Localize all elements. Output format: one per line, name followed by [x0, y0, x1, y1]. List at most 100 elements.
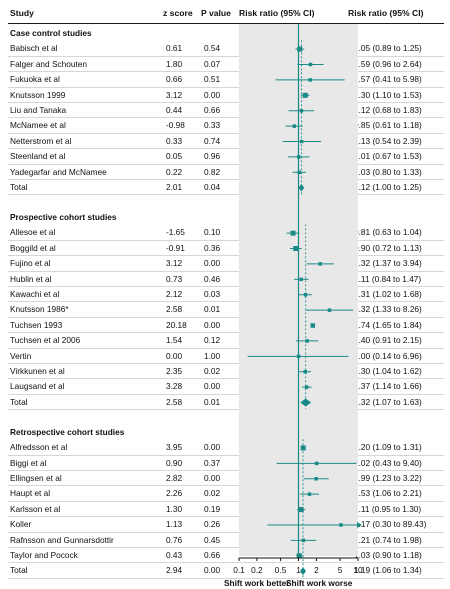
p-value: 0.66 [204, 550, 221, 561]
x-tick-label: 1 [296, 565, 301, 575]
risk-ratio-ci: 1.74 (1.65 to 1.84) [354, 319, 422, 330]
study-name: Tuchsen 1993 [10, 319, 63, 330]
axis-label-right: Shift work worse [286, 578, 353, 588]
p-value: 0.00 [204, 319, 221, 330]
total-label: Total [10, 182, 28, 192]
row-separator [8, 332, 444, 334]
study-name: Rafnsson and Gunnarsdottir [10, 534, 114, 545]
point-estimate [290, 230, 296, 236]
point-estimate [307, 492, 312, 496]
p-value: 0.12 [204, 335, 221, 346]
row-separator [8, 102, 444, 103]
row-separator [8, 409, 444, 411]
z-score: 1.13 [166, 519, 183, 530]
point-estimate [310, 323, 316, 328]
point-estimate [303, 369, 308, 374]
point-estimate [308, 62, 313, 67]
study-name: Liu and Tanaka [10, 105, 67, 115]
z-score: 0.00 [166, 350, 183, 361]
x-tick-label: 0.5 [274, 565, 287, 575]
study-name: Koller [10, 519, 32, 530]
p-value: 0.10 [204, 227, 221, 238]
risk-ratio-ci: 0.85 (0.61 to 1.18) [354, 120, 422, 131]
z-score: 3.12 [166, 258, 183, 269]
risk-ratio-ci: 1.30 (1.10 to 1.53) [354, 89, 422, 100]
section-title: Prospective cohort studies [10, 212, 117, 223]
p-value: 0.33 [204, 120, 221, 131]
risk-ratio-ci: 1.12 (0.68 to 1.83) [354, 105, 422, 115]
risk-ratio-ci: 1.99 (1.23 to 3.22) [354, 473, 422, 484]
study-name: Vertin [10, 350, 32, 361]
x-tick-label: 0.2 [251, 565, 263, 575]
risk-ratio-ci: 1.01 (0.67 to 1.53) [354, 151, 422, 162]
study-name: Taylor and Pocock [10, 550, 78, 561]
p-value: 0.00 [204, 258, 221, 269]
p-value: 0.96 [204, 151, 221, 162]
row-separator [8, 194, 444, 196]
risk-ratio-ci: 1.57 (0.41 to 5.98) [354, 74, 422, 85]
point-estimate [305, 339, 309, 343]
risk-ratio-ci: 1.21 (0.74 to 1.98) [354, 534, 422, 545]
p-value: 0.37 [204, 457, 221, 468]
z-score: 0.22 [166, 166, 183, 177]
header-risk-ratio-plot: Risk ratio (95% CI) [239, 8, 315, 18]
row-separator [8, 55, 444, 57]
row-separator [8, 347, 444, 349]
row-separator [8, 547, 444, 549]
row-separator [8, 132, 444, 134]
point-estimate [299, 108, 304, 113]
risk-ratio-ci: 1.40 (0.91 to 2.15) [354, 335, 422, 346]
study-name: Steenland et al [10, 151, 66, 162]
z-score: 0.43 [166, 550, 183, 561]
p-value: 0.00 [204, 473, 221, 484]
row-separator [8, 86, 444, 88]
z-score: 3.12 [166, 89, 183, 100]
study-name: Laugsand et al [10, 381, 65, 392]
row-separator [8, 71, 444, 73]
point-estimate [308, 78, 312, 82]
study-name: Knutsson 1999 [10, 89, 66, 100]
point-estimate [304, 385, 309, 389]
p-value: 0.00 [204, 565, 221, 576]
z-score: 2.26 [166, 488, 183, 499]
z-score: 0.90 [166, 457, 183, 468]
row-separator [8, 363, 444, 365]
risk-ratio-ci: 1.59 (0.96 to 2.64) [354, 58, 422, 69]
row-separator [8, 163, 444, 165]
risk-ratio-ci: 1.31 (1.02 to 1.68) [354, 289, 422, 300]
risk-ratio-ci: 1.12 (1.00 to 1.25) [354, 182, 422, 192]
z-score: 0.73 [166, 273, 183, 284]
p-value: 0.02 [204, 366, 221, 377]
header-risk-ratio-text: Risk ratio (95% CI) [348, 8, 424, 18]
row-separator [8, 301, 444, 303]
study-name: Biggi et al [10, 457, 47, 468]
header-p-value: P value [201, 8, 231, 18]
z-score: 3.28 [166, 381, 183, 392]
risk-ratio-ci: 2.02 (0.43 to 9.40) [354, 457, 422, 468]
z-score: 0.05 [166, 151, 183, 162]
risk-ratio-ci: 1.00 (0.14 to 6.96) [354, 350, 422, 361]
point-estimate [318, 262, 322, 266]
point-estimate [292, 124, 297, 128]
total-label: Total [10, 396, 28, 407]
risk-ratio-ci: 1.32 (1.07 to 1.63) [354, 396, 422, 407]
p-value: 0.82 [204, 166, 221, 177]
point-estimate [302, 92, 308, 98]
point-estimate [297, 170, 302, 175]
row-separator [8, 577, 444, 579]
pooled-diamond [298, 183, 305, 192]
p-value: 0.01 [204, 396, 221, 407]
axis-label-left: Shift work better [224, 578, 290, 588]
study-name: Falger and Schouten [10, 58, 88, 69]
point-estimate [296, 553, 302, 559]
p-value: 0.45 [204, 534, 221, 545]
risk-ratio-ci: 1.19 (1.06 to 1.34) [354, 565, 422, 576]
point-estimate [298, 507, 304, 513]
z-score: 2.58 [166, 304, 183, 315]
z-score: 1.54 [166, 335, 183, 346]
ci-arrow [357, 521, 362, 528]
p-value: 0.04 [204, 182, 221, 192]
risk-ratio-ci: 0.81 (0.63 to 1.04) [354, 227, 422, 238]
point-estimate [339, 523, 343, 527]
study-name: Hublin et al [10, 273, 52, 284]
